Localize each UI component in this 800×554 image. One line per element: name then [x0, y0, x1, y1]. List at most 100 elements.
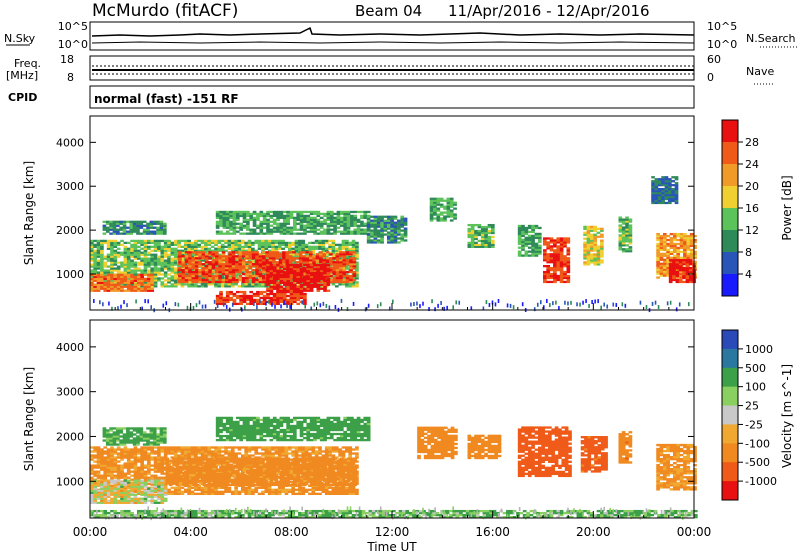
power-cell — [316, 232, 321, 235]
power-cell — [221, 268, 226, 272]
power-cell — [688, 268, 693, 272]
velocity-cell — [116, 474, 121, 477]
power-cell — [348, 283, 353, 286]
power-cell — [262, 298, 267, 302]
power-cell — [241, 255, 246, 258]
power-cell — [242, 294, 247, 298]
power-cell — [211, 255, 216, 258]
power-cell — [252, 228, 257, 231]
power-cell — [116, 275, 121, 279]
power-cell — [673, 244, 677, 248]
power-cell — [436, 197, 441, 200]
power-cell — [329, 266, 333, 270]
velocity-cell — [100, 460, 104, 463]
power-cell — [693, 256, 697, 259]
power-cell — [247, 249, 252, 252]
power-cell — [90, 269, 94, 272]
power-cell — [556, 241, 561, 244]
power-cell — [350, 232, 354, 235]
power-cell — [227, 275, 232, 278]
power-cell — [325, 251, 330, 254]
power-cell — [126, 253, 131, 256]
power-cell — [656, 232, 660, 236]
power-cell — [556, 251, 561, 254]
power-cell — [188, 272, 192, 276]
power-cell — [116, 279, 121, 282]
velocity-cell — [96, 458, 101, 461]
power-cell — [109, 224, 113, 227]
power-cell — [96, 283, 101, 286]
power-cell — [116, 277, 121, 281]
power-cell — [113, 285, 118, 288]
power-cell — [170, 263, 175, 266]
power-cell — [355, 263, 359, 266]
power-cell — [126, 249, 131, 252]
power-cell — [470, 241, 475, 245]
velocity-cell — [113, 462, 118, 465]
power-cell — [242, 298, 247, 302]
power-cell — [244, 241, 249, 245]
power-cell — [303, 228, 307, 231]
power-cell — [262, 300, 267, 304]
power-cell — [286, 285, 290, 288]
power-cell — [446, 199, 451, 202]
velocity-cell — [126, 470, 131, 473]
power-cell — [600, 259, 604, 262]
power-cell — [110, 265, 114, 268]
power-cell — [266, 222, 270, 225]
power-noise-cell — [135, 299, 137, 304]
power-cell — [556, 268, 561, 272]
power-cell — [204, 257, 209, 260]
power-cell — [556, 253, 561, 256]
power-cell — [453, 207, 457, 210]
power-cell — [214, 259, 219, 262]
power-cell — [136, 253, 141, 256]
power-cell — [143, 279, 148, 282]
velocity-cell — [96, 476, 101, 479]
power-cell — [563, 241, 567, 244]
power-cell — [470, 233, 475, 237]
velocity-cell — [136, 466, 141, 469]
power-cell — [524, 228, 529, 232]
power-cell — [685, 278, 690, 282]
power-cell — [160, 281, 165, 284]
power-cell — [546, 245, 551, 248]
power-cell — [593, 239, 597, 242]
power-cell — [678, 280, 683, 284]
power-cell — [282, 296, 287, 300]
power-cell — [136, 277, 141, 281]
power-cell — [467, 243, 472, 246]
power-cell — [667, 197, 672, 201]
power-cell — [304, 253, 309, 256]
power-cell — [143, 253, 148, 256]
power-cell — [352, 265, 357, 268]
power-cell — [332, 263, 337, 266]
power-cell — [336, 210, 341, 214]
power-cell — [556, 265, 561, 268]
power-cell — [254, 239, 259, 243]
power-cell — [678, 266, 683, 270]
power-cell — [272, 218, 277, 221]
power-cell — [294, 241, 299, 245]
power-cell — [668, 270, 673, 274]
power-cell — [302, 259, 306, 262]
power-cell — [366, 219, 371, 222]
power-cell — [583, 247, 587, 250]
power-cell — [293, 220, 297, 223]
power-cell — [163, 265, 168, 268]
velocity-cell — [126, 454, 131, 457]
power-cell — [303, 287, 307, 290]
power-cell — [350, 230, 354, 233]
power-cell — [126, 226, 130, 229]
power-cell — [258, 259, 263, 262]
power-cell — [689, 234, 694, 238]
power-cell — [286, 263, 290, 267]
power-cell — [225, 300, 230, 304]
power-cell — [173, 257, 178, 260]
power-cell — [676, 252, 681, 255]
power-cell — [289, 265, 294, 269]
power-cell — [589, 229, 594, 232]
power-cell — [625, 230, 629, 233]
power-cell — [549, 245, 554, 248]
power-cell — [241, 241, 245, 245]
